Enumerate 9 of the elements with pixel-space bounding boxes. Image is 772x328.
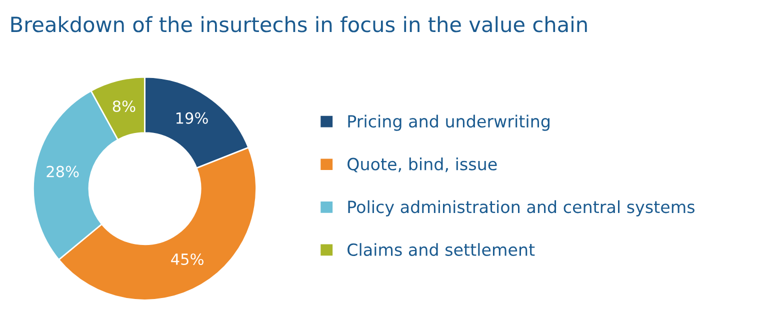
chart-title: Breakdown of the insurtechs in focus in the value chain — [11, 16, 587, 32]
legend-label: Pricing and underwriting — [348, 114, 550, 131]
data-label: 45% — [171, 253, 204, 266]
data-label: 28% — [46, 166, 79, 178]
legend-label: Policy administration and central systems — [348, 200, 694, 216]
data-label: 8% — [112, 100, 136, 112]
data-label: 19% — [176, 112, 208, 124]
legend-label: Claims and settlement — [348, 243, 535, 256]
legend-label: Quote, bind, issue — [348, 157, 497, 172]
